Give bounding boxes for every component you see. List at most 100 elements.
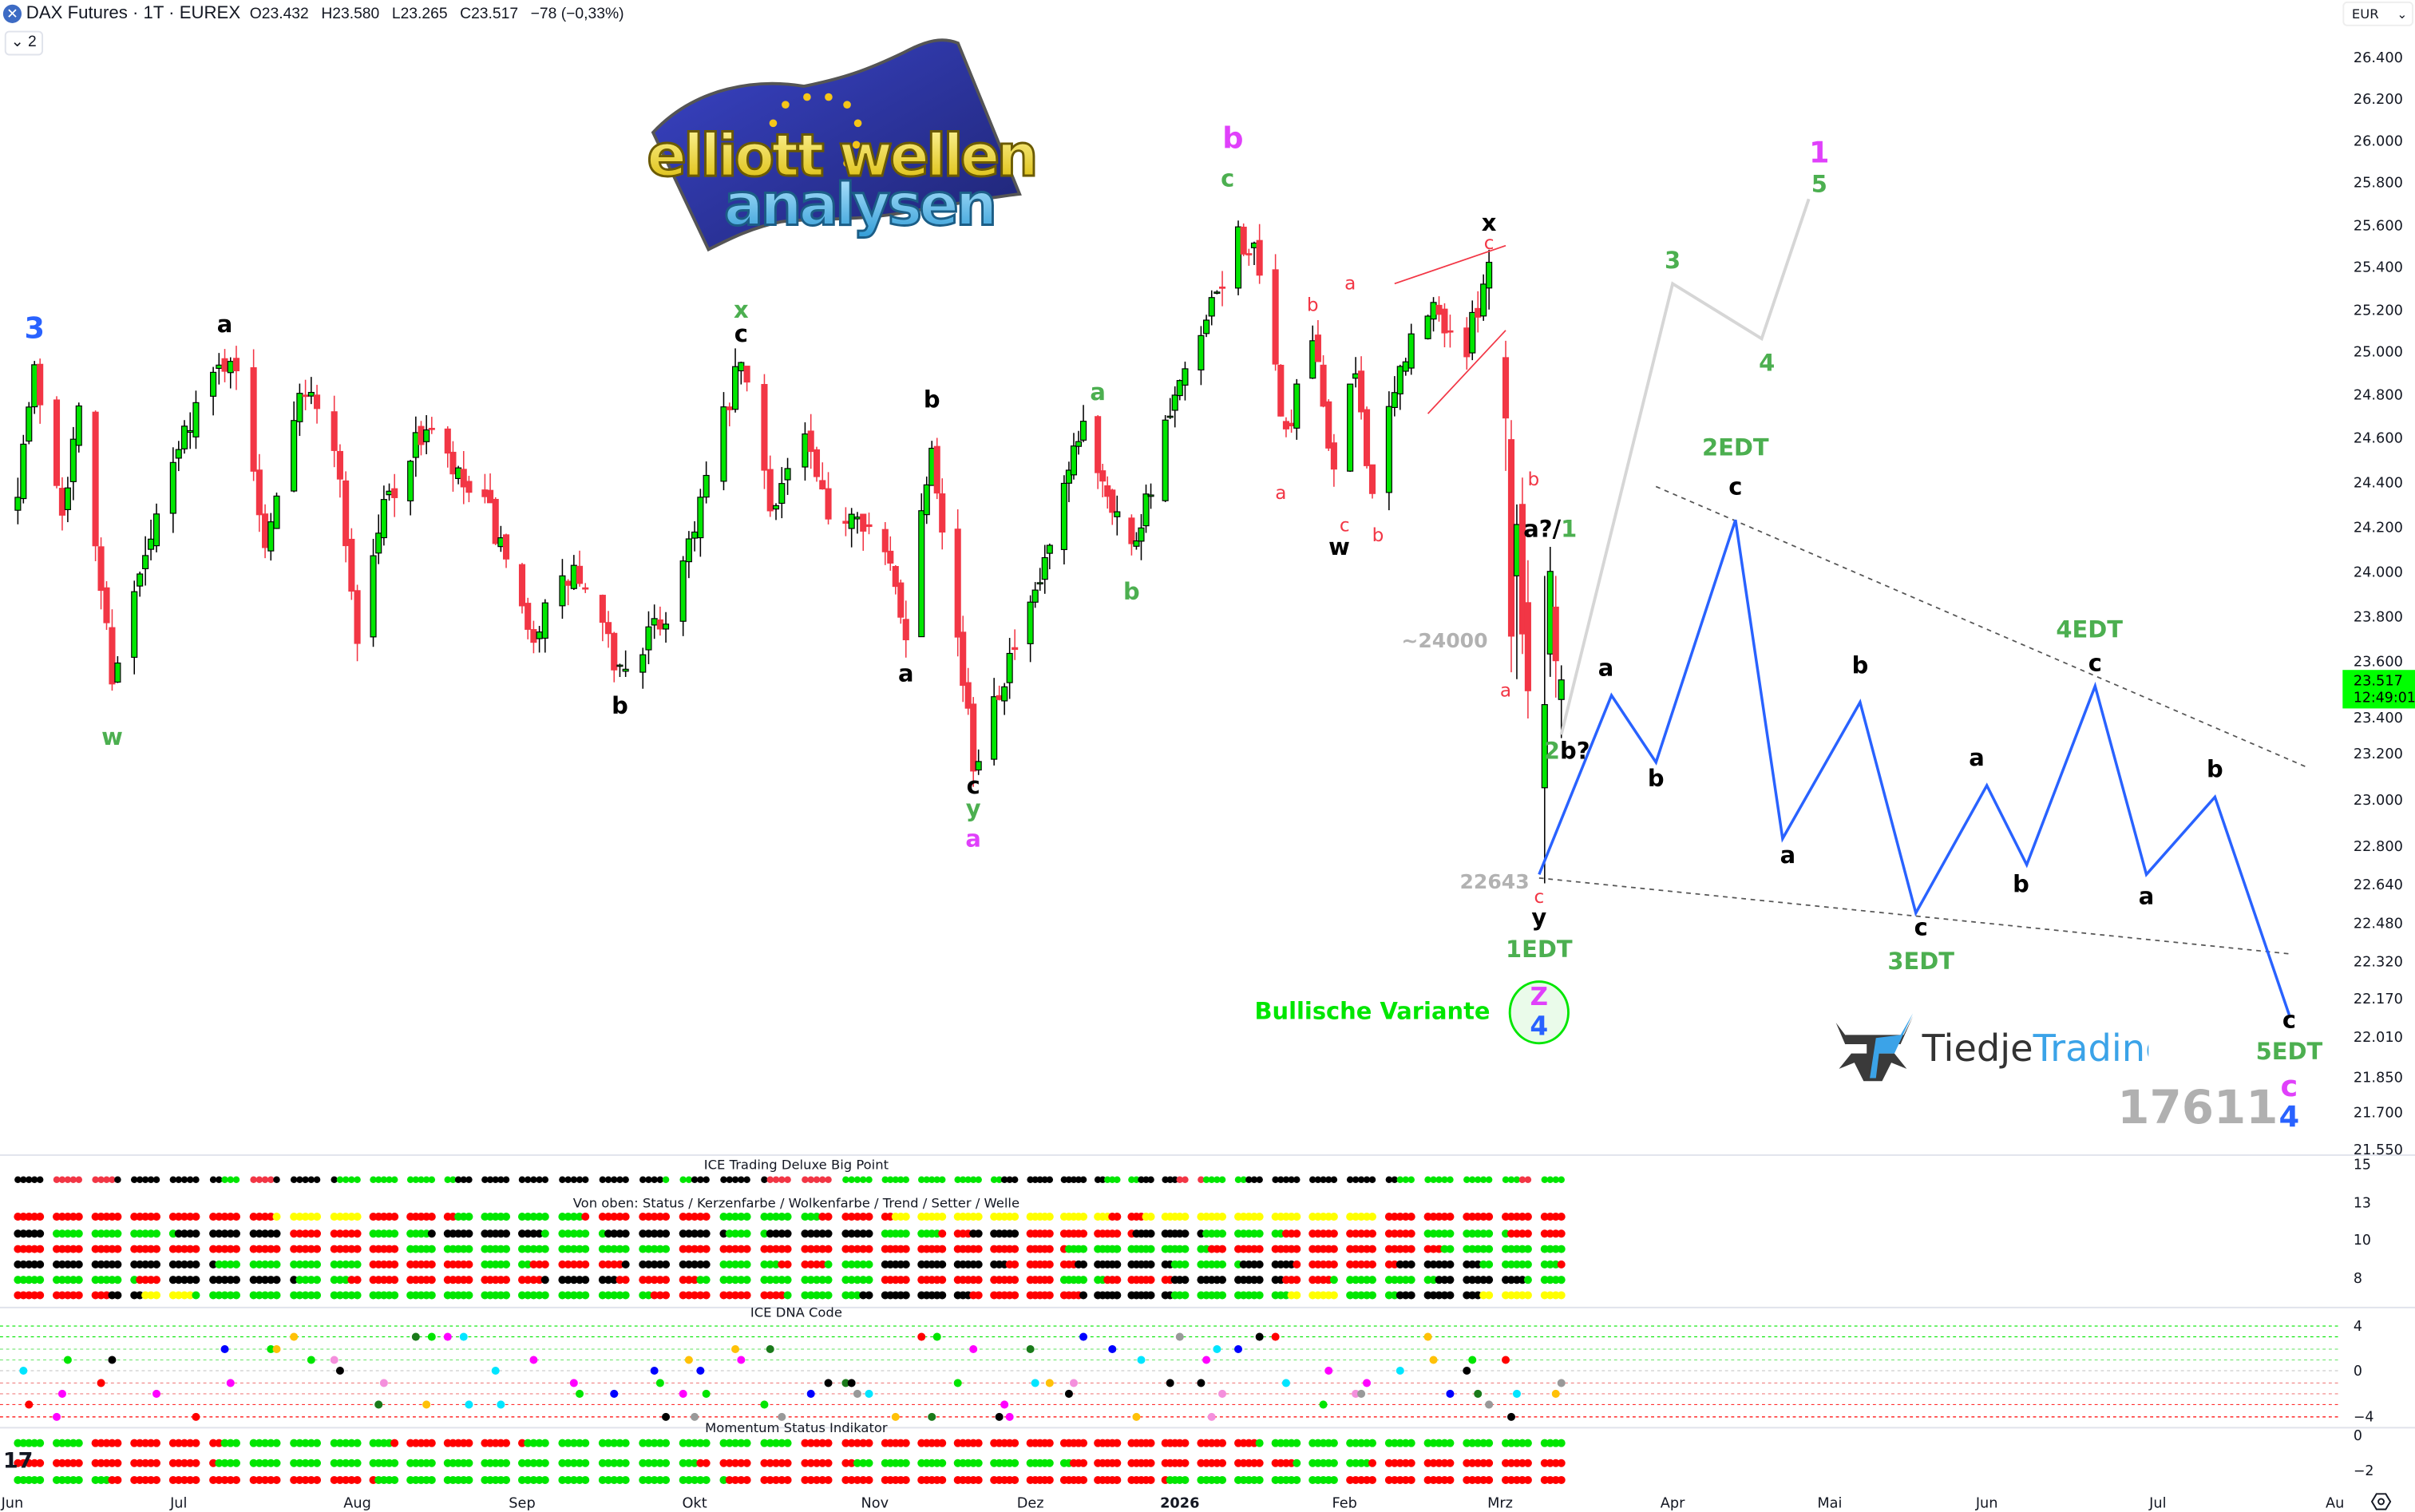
candle-up[interactable] [296,383,303,437]
indicator-title[interactable]: ICE Trading Deluxe Big Point [704,1157,889,1172]
candle-down[interactable] [1256,224,1263,284]
candle-up[interactable] [616,663,624,678]
trendline[interactable] [1394,244,1506,285]
candle-up[interactable] [685,531,692,579]
candle-down[interactable] [444,426,451,468]
alternative-projection-path[interactable] [1559,198,1811,735]
candle-up[interactable] [1208,290,1215,326]
candle-up[interactable] [639,647,647,689]
candle-up[interactable] [210,366,217,416]
candle-up[interactable] [1142,484,1150,533]
candle-down[interactable] [743,366,750,392]
candlestick-series[interactable] [14,220,1565,884]
indicator-title[interactable]: Von oben: Status / Kerzenfarbe / Wolkenf… [573,1196,1019,1211]
candle-up[interactable] [1430,297,1437,332]
candle-down[interactable] [726,402,733,427]
candle-down[interactable] [604,611,612,648]
candle-down[interactable] [518,563,526,614]
candle-down[interactable] [1475,291,1482,333]
candle-down[interactable] [892,565,899,595]
candle-down[interactable] [933,437,940,500]
candle-up[interactable] [1182,362,1189,401]
candle-down[interactable] [1272,254,1279,371]
candle-up[interactable] [1203,315,1210,338]
candle-up[interactable] [1031,582,1039,608]
candle-up[interactable] [1352,357,1360,388]
candle-up[interactable] [1385,391,1392,511]
candle-up[interactable] [1234,220,1242,295]
candle-up[interactable] [697,489,704,557]
candle-up[interactable] [497,525,505,552]
symbol-title[interactable]: DAX Futures · 1T · EUREX [26,3,241,22]
currency-dropdown[interactable]: EUR ⌄ [2342,1,2414,26]
candle-up[interactable] [142,536,149,586]
candle-up[interactable] [64,477,71,523]
candle-up[interactable] [778,467,786,519]
candle-up[interactable] [423,415,430,454]
candle-down[interactable] [1288,410,1295,433]
candle-down[interactable] [1245,248,1253,266]
candle-up[interactable] [853,512,861,534]
candle-down[interactable] [970,697,977,787]
candle-down[interactable] [813,446,821,482]
candle-up[interactable] [1213,290,1221,295]
candle-up[interactable] [1541,576,1548,884]
trendline[interactable] [1427,330,1506,414]
candle-up[interactable] [848,508,855,548]
candle-up[interactable] [1133,532,1140,550]
candle-up[interactable] [137,572,144,597]
candle-down[interactable] [1218,271,1226,307]
main-projection-path[interactable] [1538,519,2291,1015]
candle-up[interactable] [802,422,809,481]
candle-down[interactable] [449,441,457,492]
candle-down[interactable] [1507,420,1515,673]
candle-up[interactable] [1293,378,1301,440]
candle-up[interactable] [691,520,699,552]
candle-down[interactable] [819,462,826,490]
candle-down[interactable] [960,615,967,703]
candle-down[interactable] [103,581,110,631]
candle-up[interactable] [622,650,629,677]
candle-down[interactable] [1099,463,1107,497]
candle-down[interactable] [486,473,494,504]
candle-down[interactable] [1518,477,1526,655]
candle-down[interactable] [465,476,473,503]
candle-down[interactable] [232,346,240,390]
candle-down[interactable] [250,349,257,481]
candle-up[interactable] [1166,398,1174,419]
candle-down[interactable] [766,455,774,517]
candle-up[interactable] [1070,433,1078,480]
candle-up[interactable] [1138,513,1145,560]
candle-up[interactable] [1402,358,1409,376]
candle-down[interactable] [881,522,889,565]
settings-gear-icon[interactable] [2370,1493,2392,1510]
candle-up[interactable] [784,457,791,495]
candle-up[interactable] [1250,241,1258,266]
candle-up[interactable] [738,362,745,385]
candle-down[interactable] [1552,576,1559,698]
candle-up[interactable] [720,392,727,491]
candle-down[interactable] [97,537,105,610]
candle-down[interactable] [418,421,425,456]
candle-up[interactable] [267,513,275,561]
candle-down[interactable] [1441,303,1448,348]
candle-down[interactable] [1109,489,1116,525]
candle-up[interactable] [1407,323,1415,375]
candle-down[interactable] [58,477,65,531]
candle-up[interactable] [75,402,82,453]
x-close-circle-icon[interactable]: ✕ [2,3,22,22]
candle-up[interactable] [1486,249,1493,310]
candle-down[interactable] [842,507,849,536]
candle-up[interactable] [1424,315,1431,340]
candle-down[interactable] [939,478,946,550]
candle-down[interactable] [865,513,873,535]
candle-up[interactable] [380,485,387,546]
candle-down[interactable] [492,497,499,545]
candle-up[interactable] [1079,405,1087,442]
candle-down[interactable] [342,471,350,563]
candle-down[interactable] [656,606,663,636]
candle-down[interactable] [902,600,909,658]
candle-down[interactable] [502,533,510,568]
candle-down[interactable] [1502,340,1510,471]
candle-down[interactable] [1012,629,1019,660]
